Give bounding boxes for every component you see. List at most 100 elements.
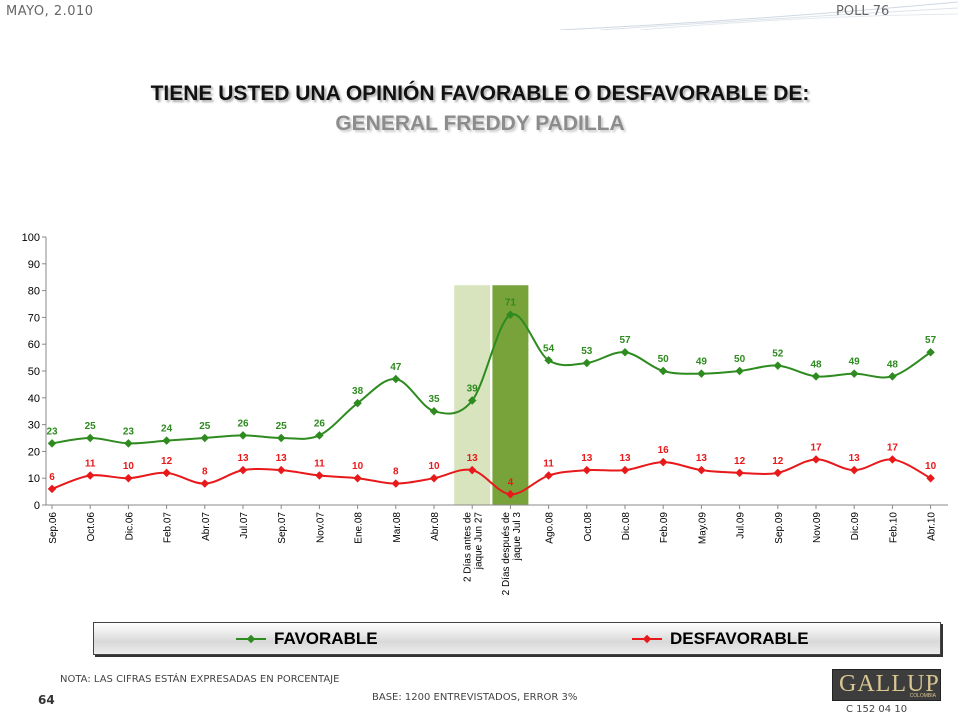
data-point-desfavorable <box>124 473 133 483</box>
data-label-desfavorable: 12 <box>772 456 784 467</box>
legend-item-favorable: FAVORABLE <box>234 623 378 654</box>
data-point-favorable <box>85 433 95 443</box>
y-tick-label: 80 <box>28 286 40 298</box>
data-point-favorable <box>811 372 821 381</box>
base-note: BASE: 1200 ENTREVISTADOS, ERROR 3% <box>372 692 578 703</box>
series-line-desfavorable <box>51 458 932 496</box>
y-tick-label: 50 <box>28 366 40 378</box>
data-point-desfavorable <box>697 465 706 475</box>
data-label-desfavorable: 6 <box>49 472 55 483</box>
data-label-favorable: 25 <box>199 421 211 432</box>
y-tick-label: 70 <box>28 312 40 324</box>
data-label-favorable: 26 <box>314 418 326 429</box>
data-point-favorable <box>353 398 362 408</box>
data-label-favorable: 50 <box>658 354 670 365</box>
data-point-favorable <box>735 366 744 376</box>
data-point-desfavorable <box>353 473 362 483</box>
data-label-favorable: 49 <box>849 357 861 368</box>
data-label-desfavorable: 13 <box>696 453 708 464</box>
x-tick-label: Feb.09 <box>659 512 670 544</box>
y-tick-label: 20 <box>28 446 40 458</box>
data-label-desfavorable: 11 <box>314 459 325 470</box>
data-label-desfavorable: 11 <box>543 459 554 470</box>
chart-subtitle: GENERAL FREDDY PADILLA <box>335 112 625 135</box>
x-tick-label: Sep.06 <box>48 512 59 544</box>
data-point-favorable <box>124 439 133 448</box>
y-tick-label: 90 <box>28 259 40 271</box>
y-tick-label: 30 <box>28 420 40 432</box>
data-label-favorable: 26 <box>237 418 249 429</box>
data-label-favorable: 23 <box>123 426 135 437</box>
data-label-desfavorable: 13 <box>849 453 861 464</box>
x-tick-label: Ene.08 <box>354 512 365 544</box>
data-point-favorable <box>162 436 171 445</box>
header-decoration <box>559 1 959 30</box>
data-label-desfavorable: 10 <box>925 461 937 472</box>
data-label-favorable: 25 <box>85 421 97 432</box>
data-label-desfavorable: 10 <box>352 461 364 472</box>
x-tick-label: Mar.08 <box>392 512 403 543</box>
data-label-desfavorable: 13 <box>467 453 479 464</box>
data-point-desfavorable <box>582 465 592 475</box>
x-tick-label: Abr.07 <box>201 512 212 541</box>
data-label-favorable: 48 <box>810 359 822 370</box>
x-tick-label: 2 Días antes de <box>463 512 474 582</box>
legend-label-desfavorable: DESFAVORABLE <box>670 628 809 648</box>
x-tick-label: May.09 <box>697 512 708 544</box>
x-tick-label: Sep.09 <box>774 512 785 544</box>
data-label-favorable: 54 <box>543 343 555 354</box>
data-label-desfavorable: 13 <box>581 453 593 464</box>
logo-subtext: COLOMBIA <box>909 693 936 699</box>
x-tick-label: Dic.06 <box>124 512 135 541</box>
x-tick-label: Nov.09 <box>812 512 823 543</box>
legend-marker-desfavorable <box>632 634 662 643</box>
x-tick-label: Oct.08 <box>583 512 594 542</box>
page-number: 64 <box>38 693 55 707</box>
data-point-desfavorable <box>276 465 286 475</box>
data-point-favorable <box>849 369 859 378</box>
data-point-desfavorable <box>888 455 897 464</box>
data-point-desfavorable <box>506 490 515 499</box>
data-point-favorable <box>544 356 553 365</box>
x-tick-label: Abr.10 <box>927 512 938 541</box>
data-point-desfavorable <box>391 479 401 488</box>
data-label-desfavorable: 13 <box>276 453 288 464</box>
x-tick-label: Feb.07 <box>163 512 174 544</box>
data-label-desfavorable: 13 <box>237 453 249 464</box>
chart-legend: FAVORABLE DESFAVORABLE <box>93 622 941 655</box>
y-tick-label: 100 <box>22 232 40 244</box>
data-label-favorable: 53 <box>581 346 593 357</box>
data-point-favorable <box>276 433 286 443</box>
data-label-favorable: 38 <box>352 386 364 397</box>
data-point-favorable <box>47 439 57 448</box>
x-tick-label: Nov.07 <box>315 512 326 543</box>
data-label-favorable: 24 <box>161 424 173 435</box>
data-label-desfavorable: 8 <box>202 467 208 478</box>
x-tick-label: Oct.06 <box>86 512 97 542</box>
data-point-desfavorable <box>85 471 95 480</box>
data-label-favorable: 39 <box>467 383 479 394</box>
data-point-desfavorable <box>849 465 859 475</box>
y-tick-label: 10 <box>28 473 40 485</box>
data-label-favorable: 25 <box>276 421 288 432</box>
data-point-favorable <box>582 358 592 368</box>
data-point-desfavorable <box>467 465 477 475</box>
x-tick-label: jaque Jul 3 <box>512 512 523 562</box>
data-label-desfavorable: 10 <box>123 461 135 472</box>
data-point-desfavorable <box>658 457 668 467</box>
data-label-desfavorable: 17 <box>810 442 822 453</box>
data-point-favorable <box>773 361 783 370</box>
gallup-logo: GALLUP COLOMBIA <box>832 669 941 701</box>
series-line-favorable <box>51 313 932 445</box>
data-point-desfavorable <box>773 468 783 478</box>
data-point-desfavorable <box>926 473 935 483</box>
data-label-favorable: 57 <box>925 335 937 346</box>
data-point-favorable <box>429 406 439 416</box>
data-label-desfavorable: 12 <box>734 456 746 467</box>
y-tick-label: 60 <box>28 339 40 351</box>
data-point-desfavorable <box>429 473 439 483</box>
data-point-favorable <box>200 433 210 443</box>
data-point-favorable <box>888 372 897 381</box>
data-label-desfavorable: 12 <box>161 456 173 467</box>
data-label-desfavorable: 16 <box>658 445 670 456</box>
